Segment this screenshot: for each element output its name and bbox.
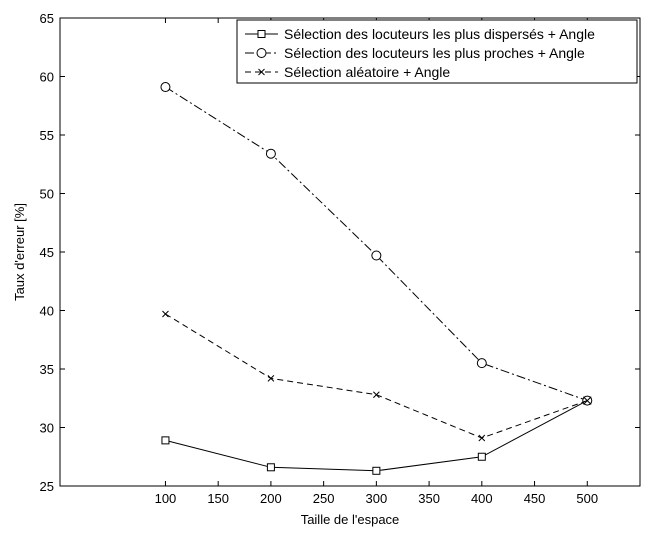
data-point: [477, 452, 486, 461]
legend-box: [236, 19, 638, 84]
legend-marker: [256, 48, 267, 58]
data-point: [478, 434, 486, 442]
legend-label: Sélection des locuteurs les plus dispers…: [284, 26, 595, 42]
x-marker-stroke: [258, 68, 265, 76]
data-point: [265, 148, 276, 159]
data-point: [266, 463, 275, 472]
data-point: [476, 358, 487, 369]
x-tick-label: 300: [366, 491, 388, 506]
x-axis-label: Taille de l'espace: [301, 512, 400, 527]
legend-marker: [258, 68, 265, 76]
y-axis: 25 30 35 40 45 50 55 60 65: [40, 11, 640, 494]
legend-marker: [257, 30, 266, 38]
x-tick-label: 100: [155, 491, 177, 506]
data-point: [267, 375, 275, 382]
legend-item: Sélection des locuteurs les plus dispers…: [245, 26, 595, 42]
legend-label: Sélection des locuteurs les plus proches…: [284, 45, 585, 61]
y-axis-label: Taux d'erreur [%]: [12, 203, 27, 301]
x-marker-stroke: [583, 397, 591, 404]
y-tick-label: 45: [40, 245, 54, 260]
x-marker-stroke: [267, 375, 275, 382]
y-tick-label: 60: [40, 70, 54, 85]
x-tick-label: 150: [207, 491, 229, 506]
y-tick-label: 55: [40, 128, 54, 143]
x-marker-stroke: [373, 391, 380, 399]
plot-frame: [59, 17, 641, 487]
series-line: [165, 86, 588, 402]
x-tick-label: 400: [471, 491, 493, 506]
data-point: [583, 397, 591, 404]
x-tick-label: 200: [260, 491, 282, 506]
x-tick-label: 350: [418, 491, 440, 506]
data-point: [160, 82, 171, 93]
y-tick-label: 25: [40, 479, 54, 494]
legend-item: Sélection des locuteurs les plus proches…: [245, 45, 585, 61]
x-marker-stroke: [478, 434, 486, 442]
y-tick-label: 65: [40, 11, 54, 26]
series-3: [162, 310, 591, 442]
data-point: [162, 310, 169, 318]
x-tick-label: 450: [524, 491, 546, 506]
data-point: [161, 436, 170, 445]
data-point: [372, 466, 381, 475]
x-tick-label: 250: [313, 491, 335, 506]
x-axis: 100 150 200 250 300 350 400 450 500: [155, 18, 598, 506]
series-layer: [160, 82, 593, 475]
y-tick-label: 35: [40, 362, 54, 377]
data-point: [371, 250, 382, 261]
legend: Sélection des locuteurs les plus dispers…: [236, 19, 638, 84]
x-tick-label: 500: [576, 491, 598, 506]
x-marker-stroke: [162, 310, 169, 318]
legend-label: Sélection aléatoire + Angle: [284, 64, 450, 80]
y-tick-label: 40: [40, 304, 54, 319]
y-tick-label: 50: [40, 187, 54, 202]
legend-item: Sélection aléatoire + Angle: [245, 64, 450, 80]
data-point: [373, 391, 380, 399]
y-tick-label: 30: [40, 421, 54, 436]
